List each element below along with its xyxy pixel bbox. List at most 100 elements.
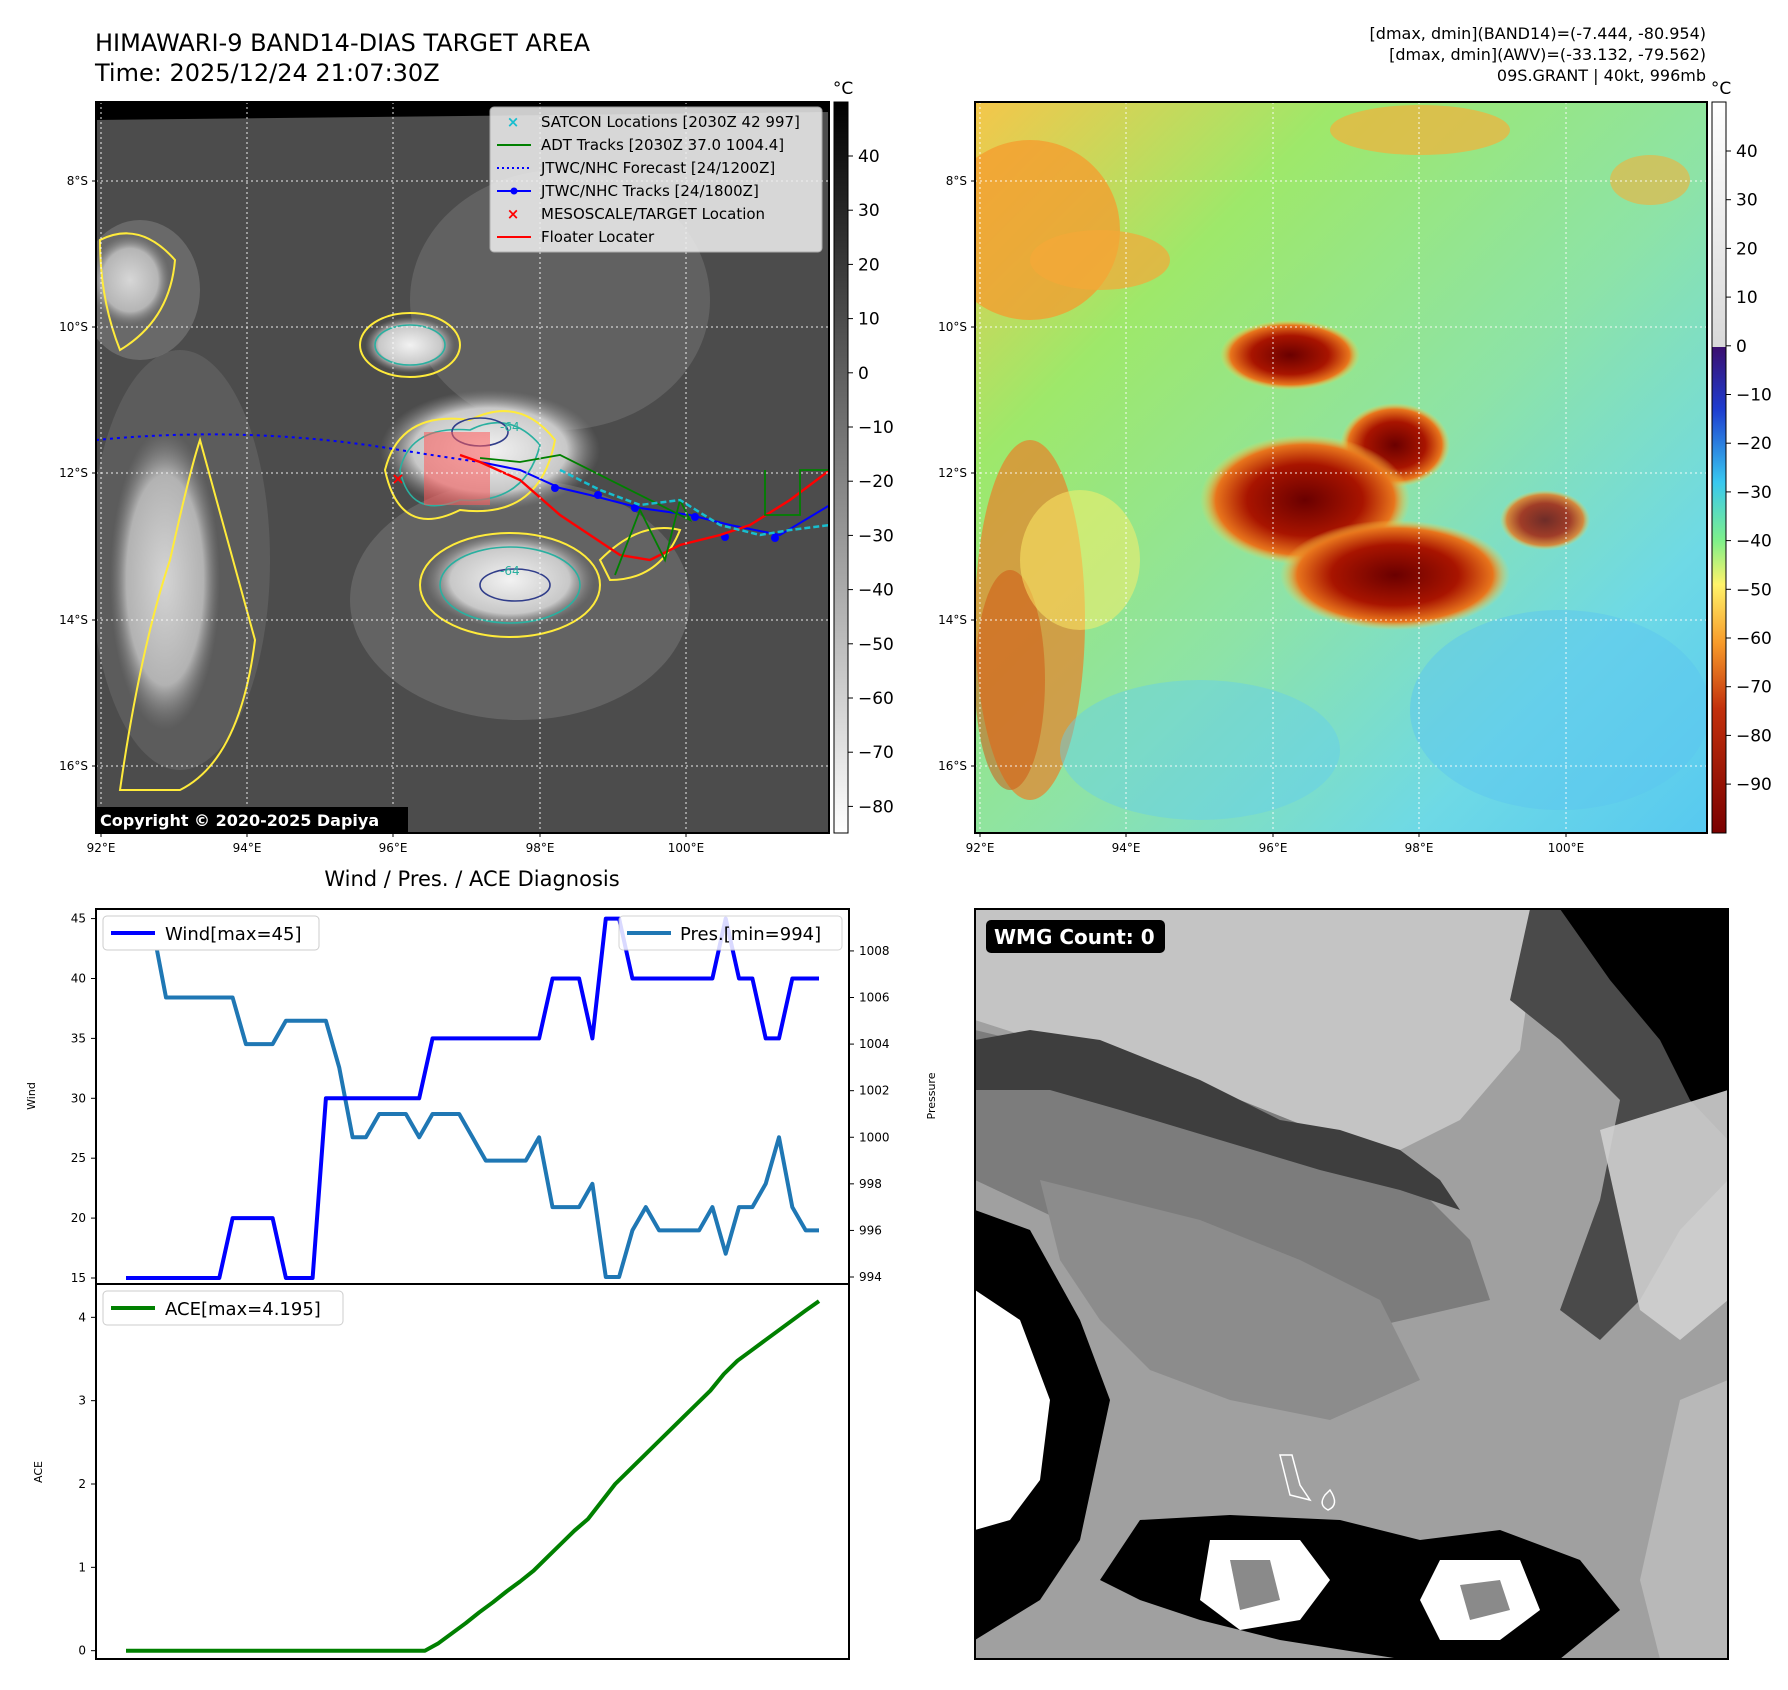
map1-lat-label: 12°S bbox=[59, 466, 88, 480]
wind-legend: Wind[max=45] bbox=[102, 915, 320, 951]
legend-x-marker: × bbox=[507, 205, 520, 223]
color-colorbar-tick: 10 bbox=[1736, 288, 1758, 308]
legend-label: MESOSCALE/TARGET Location bbox=[541, 205, 765, 223]
color-colorbar-tick: −10 bbox=[1736, 386, 1772, 406]
legend-item: Floater Locater bbox=[497, 228, 655, 246]
map2-lat-label: 10°S bbox=[938, 320, 967, 334]
storm-info: 09S.GRANT | 40kt, 996mb bbox=[1497, 66, 1706, 85]
map2-lat-label: 16°S bbox=[938, 759, 967, 773]
map2-lon-label: 96°E bbox=[1259, 841, 1288, 855]
legend-item: JTWC/NHC Tracks [24/1800Z] bbox=[497, 182, 759, 200]
ace-axis-tick: 1 bbox=[78, 1560, 86, 1574]
legend-item: ADT Tracks [2030Z 37.0 1004.4] bbox=[497, 136, 784, 154]
wind-pressure-chart: 15 20 25 30 35 40 45 994 996 998 1000 1002 1004 1006… bbox=[25, 908, 938, 1285]
map-legend: × SATCON Locations [2030Z 42 997] ADT Trac… bbox=[489, 106, 823, 253]
gray-colorbar-tick: −10 bbox=[858, 418, 894, 438]
wind-axis-tick: 25 bbox=[71, 1151, 86, 1165]
contour-label-2: -64 bbox=[500, 564, 520, 578]
pressure-axis-tick: 1000 bbox=[859, 1130, 890, 1144]
pressure-legend: Pres.[min=994] bbox=[618, 915, 843, 951]
color-colorbar: °C 40 30 20 10 0 −10 −20 −30 −40 −50 −60 −70 −80 −90 bbox=[1711, 79, 1772, 834]
color-colorbar-tick: −20 bbox=[1736, 434, 1772, 454]
map1-lon-label: 96°E bbox=[379, 841, 408, 855]
pressure-line bbox=[126, 925, 819, 1279]
pressure-axis-tick: 998 bbox=[859, 1177, 882, 1191]
gray-colorbar-tick: 10 bbox=[858, 310, 880, 330]
pressure-axis-tick: 994 bbox=[859, 1270, 882, 1284]
map2-lon-label: 94°E bbox=[1112, 841, 1141, 855]
stats-band14: [dmax, dmin](BAND14)=(-7.444, -80.954) bbox=[1370, 24, 1706, 43]
map1-lon-label: 92°E bbox=[87, 841, 116, 855]
map1-lat-label: 8°S bbox=[67, 174, 88, 188]
pressure-axis-tick: 1008 bbox=[859, 944, 890, 958]
gray-colorbar-tick: −30 bbox=[858, 526, 894, 546]
color-colorbar-tick: −60 bbox=[1736, 629, 1772, 649]
map2-lon-labels: 92°E 94°E 96°E 98°E 100°E bbox=[966, 833, 1584, 855]
legend-item: × SATCON Locations [2030Z 42 997] bbox=[507, 113, 800, 131]
map1-lat-label: 10°S bbox=[59, 320, 88, 334]
color-map-panel: 8°S 10°S 12°S 14°S 16°S 92°E 94°E 96°E 98°E 100°… bbox=[938, 101, 1708, 855]
pressure-axis-tick: 1004 bbox=[859, 1037, 890, 1051]
svg-text:×: × bbox=[391, 469, 404, 488]
map2-lat-label: 14°S bbox=[938, 613, 967, 627]
map1-lon-label: 98°E bbox=[526, 841, 555, 855]
legend-item: JTWC/NHC Forecast [24/1200Z] bbox=[497, 159, 775, 177]
gray-colorbar-tick: 30 bbox=[858, 201, 880, 221]
copyright-box bbox=[96, 807, 408, 832]
gray-colorbar-tick: −50 bbox=[858, 635, 894, 655]
legend-item: × MESOSCALE/TARGET Location bbox=[507, 205, 765, 223]
color-colorbar-tick: 40 bbox=[1736, 142, 1758, 162]
figure-title: HIMAWARI-9 BAND14-DIAS TARGET AREA bbox=[95, 29, 591, 57]
ace-axis-label: ACE bbox=[32, 1461, 45, 1483]
wind-axis-tick: 30 bbox=[71, 1091, 86, 1105]
legend-label: ADT Tracks [2030Z 37.0 1004.4] bbox=[541, 136, 784, 154]
gray-colorbar-tick: 0 bbox=[858, 364, 869, 384]
wmg-count-box bbox=[986, 920, 1165, 953]
legend-label: Floater Locater bbox=[541, 228, 655, 246]
gray-colorbar-tick: −60 bbox=[858, 689, 894, 709]
wind-axis-tick: 20 bbox=[71, 1211, 86, 1225]
pressure-axis-tick: 996 bbox=[859, 1223, 882, 1237]
map1-lon-labels: 92°E 94°E 96°E 98°E 100°E bbox=[87, 833, 705, 855]
gray-colorbar-tick: −70 bbox=[858, 743, 894, 763]
map1-lon-label: 100°E bbox=[668, 841, 705, 855]
ace-axis-tick: 3 bbox=[78, 1394, 86, 1408]
wind-legend-label: Wind[max=45] bbox=[165, 924, 302, 945]
ace-chart: 0 1 2 3 4 ACE ACE[max=4.195] bbox=[32, 1283, 850, 1660]
ace-axis-tick: 4 bbox=[78, 1310, 86, 1324]
gray-colorbar-tick: 40 bbox=[858, 147, 880, 167]
map2-lon-label: 98°E bbox=[1405, 841, 1434, 855]
wind-axis-tick: 35 bbox=[71, 1031, 86, 1045]
map1-lat-label: 16°S bbox=[59, 759, 88, 773]
color-colorbar-tick: 30 bbox=[1736, 191, 1758, 211]
stats-awv: [dmax, dmin](AWV)=(-33.132, -79.562) bbox=[1389, 45, 1706, 64]
ace-line bbox=[126, 1299, 821, 1653]
gray-colorbar-unit: °C bbox=[833, 79, 853, 99]
wind-axis-tick: 15 bbox=[71, 1271, 86, 1285]
wind-axis-label: Wind bbox=[25, 1082, 38, 1110]
pressure-legend-label: Pres.[min=994] bbox=[680, 924, 821, 945]
legend-label: SATCON Locations [2030Z 42 997] bbox=[541, 113, 800, 131]
color-colorbar-tick: 20 bbox=[1736, 239, 1758, 259]
floater-box bbox=[424, 432, 490, 505]
gray-colorbar-tick: −20 bbox=[858, 472, 894, 492]
contour-label-1: -64 bbox=[500, 420, 520, 434]
figure-time: Time: 2025/12/24 21:07:30Z bbox=[94, 59, 440, 87]
color-colorbar-tick: −70 bbox=[1736, 678, 1772, 698]
map1-lat-label: 14°S bbox=[59, 613, 88, 627]
ace-legend-label: ACE[max=4.195] bbox=[165, 1299, 321, 1320]
wmg-panel: WMG Count: 0 bbox=[974, 908, 1729, 1660]
color-colorbar-unit: °C bbox=[1711, 79, 1731, 99]
color-colorbar-tick: −30 bbox=[1736, 483, 1772, 503]
ace-legend: ACE[max=4.195] bbox=[102, 1290, 344, 1326]
map2-lon-label: 92°E bbox=[966, 841, 995, 855]
ace-axis-tick: 2 bbox=[78, 1477, 86, 1491]
wind-line bbox=[126, 916, 819, 1280]
copyright-text: Copyright © 2020-2025 Dapiya bbox=[100, 811, 379, 830]
wind-axis-tick: 40 bbox=[71, 971, 86, 985]
map2-lat-label: 12°S bbox=[938, 466, 967, 480]
color-colorbar-tick: −40 bbox=[1736, 532, 1772, 552]
color-colorbar-tick: −80 bbox=[1736, 726, 1772, 746]
map1-lon-label: 94°E bbox=[233, 841, 262, 855]
